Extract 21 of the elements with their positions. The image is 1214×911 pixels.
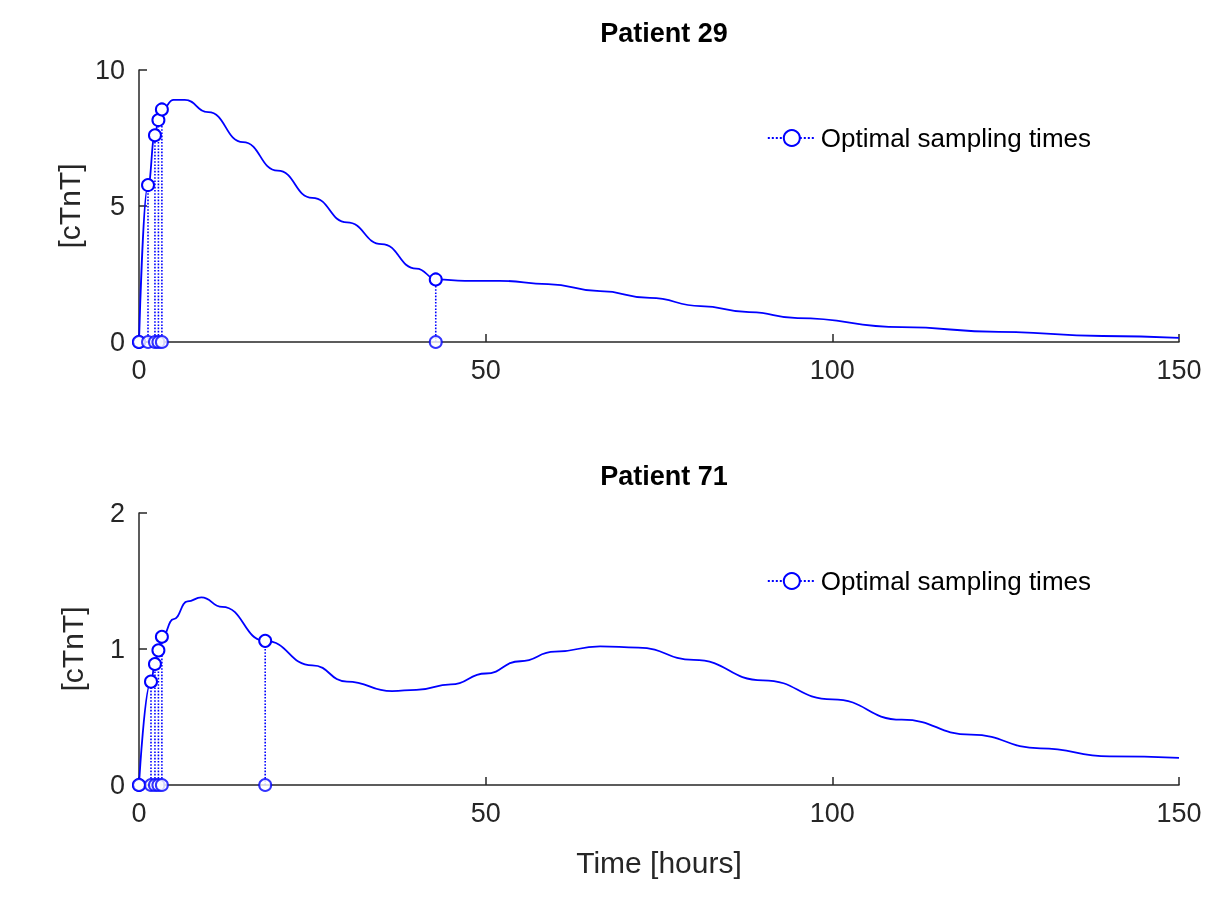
x-tick-label: 50 [470,354,501,385]
y-axis-title: [cTnT] [52,163,86,249]
x-tick-label: 0 [131,797,147,828]
legend-label: Optimal sampling times [820,123,1092,153]
x-tick-label: 0 [131,354,147,385]
legend-label: Optimal sampling times [820,566,1092,596]
y-tick-label: 0 [109,770,125,800]
y-tick-label: 5 [109,191,125,221]
y-tick-label: 1 [109,634,125,664]
x-tick-label: 150 [1156,354,1202,385]
chart-title: Patient 29 [600,17,728,48]
x-axis-title: Time [hours] [576,845,742,879]
chart-title: Patient 71 [600,460,728,491]
y-tick-label: 0 [109,327,125,357]
x-tick-label: 150 [1156,797,1202,828]
x-tick-label: 100 [809,354,855,385]
x-tick-label: 100 [809,797,855,828]
x-tick-label: 50 [470,797,501,828]
y-tick-label: 10 [94,55,125,85]
y-axis-title: [cTnT] [55,606,89,692]
y-tick-label: 2 [109,498,125,528]
